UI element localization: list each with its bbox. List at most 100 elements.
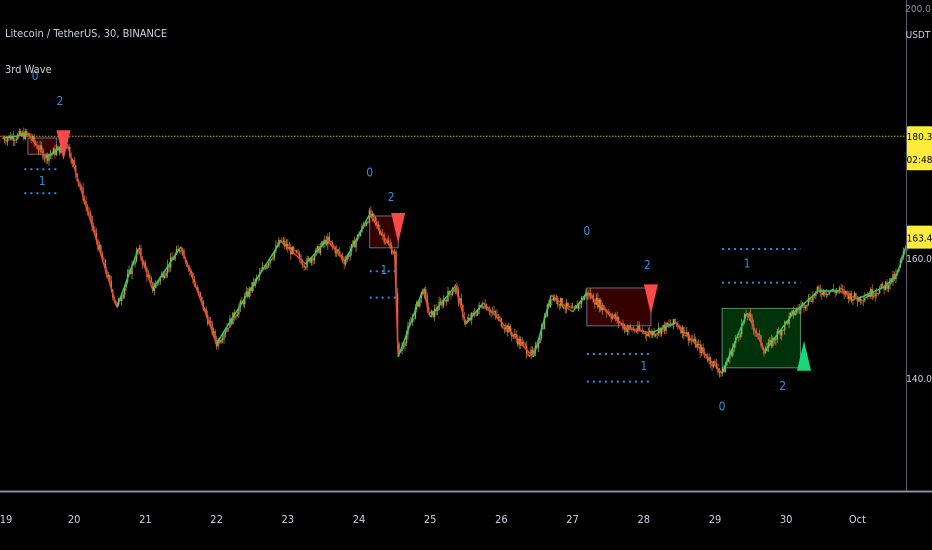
level-price-tag [907, 126, 932, 171]
candle-body [533, 350, 535, 354]
candle-body [475, 314, 477, 316]
up-wave-segment [792, 290, 819, 314]
candle-body [893, 274, 896, 280]
candle-body [294, 250, 296, 252]
candle-body [402, 345, 405, 348]
candle-body [140, 247, 142, 259]
candle-body [212, 331, 215, 334]
candle-body [693, 338, 695, 342]
candle-body [509, 326, 511, 333]
wave-number-label: 1 [39, 174, 46, 188]
candle-body [264, 267, 267, 269]
candle-body [92, 226, 95, 230]
candle-body [144, 262, 147, 269]
candle-body [122, 294, 124, 298]
candle-body [153, 288, 155, 292]
candle-body [209, 321, 212, 323]
candle-body [377, 223, 379, 230]
candle-body [165, 272, 167, 276]
candle-body [573, 306, 575, 308]
candle-body [852, 299, 854, 301]
candle-body [886, 282, 888, 289]
candle-body [444, 299, 446, 301]
candle-body [178, 249, 181, 252]
candle-body [322, 241, 325, 244]
candle-body [155, 283, 157, 289]
candle-body [674, 319, 676, 323]
candle-body [864, 297, 866, 301]
candle-body [385, 242, 387, 243]
candle-body [270, 258, 273, 260]
candle-body [818, 287, 820, 289]
candle-body [374, 216, 377, 222]
up-wave-segment [764, 312, 794, 352]
price-axis-top-label: 200.0 [905, 4, 931, 15]
indicator-name[interactable]: 3rd Wave [5, 63, 52, 76]
candle-body [551, 299, 553, 301]
candle-body [202, 300, 204, 310]
candle-body [807, 297, 810, 305]
candle-body [373, 213, 375, 217]
candle-body [640, 329, 642, 331]
candle-body [313, 255, 316, 261]
candle-body [20, 130, 22, 135]
candle-body [293, 247, 295, 251]
candle-body [838, 287, 841, 291]
candle-body [109, 275, 111, 281]
candle-body [714, 361, 716, 363]
candle-body [530, 349, 532, 356]
candle-body [656, 333, 658, 335]
candle-body [497, 317, 500, 318]
time-axis-label: 21 [139, 513, 152, 526]
down-wave-segment [280, 240, 307, 265]
candle-body [482, 307, 485, 309]
time-axis-label: 25 [424, 513, 437, 526]
candle-body [794, 312, 796, 316]
candle-body [798, 308, 801, 310]
up-wave-segment [857, 287, 883, 300]
candle-body [515, 334, 517, 339]
candle-body [414, 307, 417, 319]
candle-body [524, 343, 526, 346]
candle-body [199, 292, 201, 297]
candle-body [552, 296, 555, 301]
candle-body [436, 309, 439, 311]
candle-body [241, 301, 243, 302]
candle-body [125, 282, 127, 288]
up-wave-segment [216, 240, 282, 344]
up-wave-segment [532, 295, 552, 358]
candle-body [80, 187, 83, 189]
candle-body [340, 255, 342, 257]
candle-body [862, 300, 865, 302]
candle-body [26, 131, 28, 134]
candle-body [192, 273, 194, 280]
candle-body [853, 293, 856, 300]
candle-body [425, 289, 427, 296]
candle-body [567, 302, 569, 307]
candle-body [380, 234, 382, 235]
candle-body [163, 275, 166, 279]
candle-body [583, 296, 586, 300]
candle-body [822, 290, 824, 295]
time-axis-label: 20 [68, 513, 81, 526]
wave-number-label: 1 [640, 359, 647, 373]
candle-body [635, 331, 638, 332]
candle-body [565, 302, 568, 309]
candle-body [429, 311, 431, 314]
price-axis-labels: 160.0 140.0 [906, 254, 932, 385]
price-axis-label: 140.0 [906, 374, 932, 385]
candle-body [23, 132, 25, 140]
candle-body [847, 293, 850, 300]
up-wave-segment [344, 213, 371, 262]
candle-body [132, 263, 135, 265]
candle-body [484, 304, 486, 308]
candle-body [739, 334, 741, 338]
wave-number-label: 2 [388, 190, 395, 204]
candle-body [784, 321, 786, 330]
candle-body [291, 247, 293, 255]
candle-body [772, 337, 774, 346]
candle-body [325, 239, 328, 245]
candle-body [625, 326, 627, 332]
